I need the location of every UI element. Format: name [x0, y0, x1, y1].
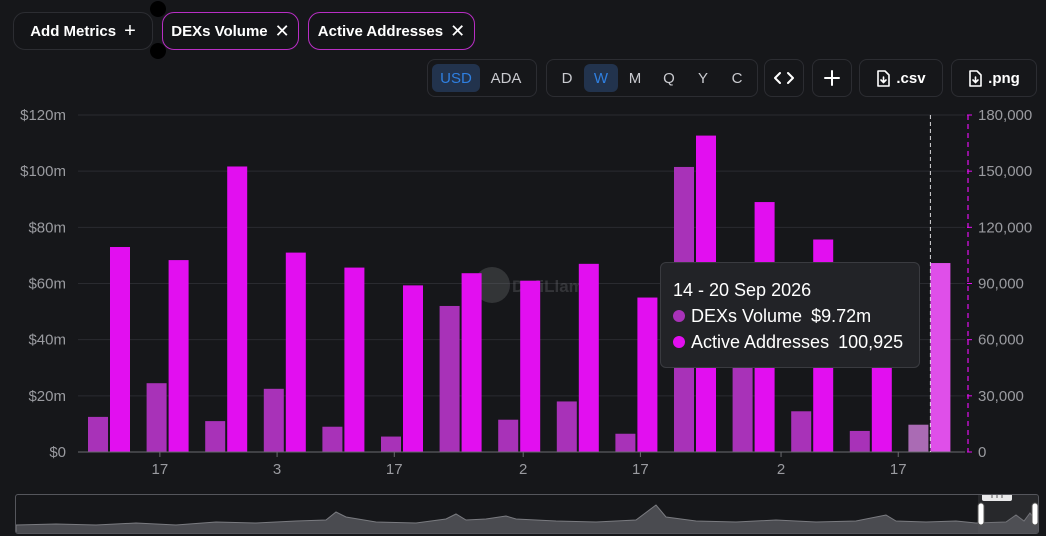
metric-chip-label: DEXs Volume — [171, 22, 268, 40]
bar-dexs-volume — [205, 421, 226, 452]
drag-handle-icon — [150, 43, 166, 59]
close-icon[interactable]: ✕ — [450, 20, 466, 41]
bar-dexs-volume — [146, 383, 167, 452]
bar-active-addresses — [403, 285, 423, 452]
close-icon[interactable]: ✕ — [274, 20, 290, 41]
y-left-tick-label: $40m — [28, 332, 66, 349]
bar-dexs-volume — [849, 430, 870, 452]
y-right-tick-label: 90,000 — [978, 276, 1024, 293]
bar-dexs-volume — [556, 401, 577, 452]
drag-handle-icon — [150, 1, 166, 17]
interval-option-c[interactable]: C — [731, 69, 743, 87]
y-left-tick-label: $20m — [28, 388, 66, 405]
y-left-tick-label: $0 — [49, 444, 66, 461]
bar-dexs-volume — [439, 305, 460, 452]
currency-option-usd[interactable]: USD — [432, 64, 480, 92]
download-csv-button[interactable]: .csv — [859, 59, 943, 97]
interval-option-y[interactable]: Y — [697, 69, 708, 87]
y-right-tick-label: 30,000 — [978, 388, 1024, 405]
add-metrics-button[interactable]: Add Metrics + — [13, 12, 153, 50]
zoom-range-selector[interactable] — [15, 494, 1039, 534]
series-dot-icon — [673, 336, 685, 348]
metric-chip-label: Active Addresses — [317, 22, 444, 40]
metric-chip-dexs-volume[interactable]: DEXs Volume ✕ — [162, 12, 299, 50]
metric-chip-active-addresses[interactable]: Active Addresses ✕ — [308, 12, 475, 50]
y-left-tick-label: $120m — [20, 107, 66, 124]
x-tick-label: 2 — [519, 461, 527, 478]
bar-dexs-volume — [732, 353, 753, 452]
bar-dexs-volume — [381, 436, 401, 452]
y-left-tick-label: $100m — [20, 163, 66, 180]
llama-logo-icon — [474, 267, 510, 303]
interval-toggle: D W M Q Y C — [546, 59, 758, 97]
interval-option-w[interactable]: W — [584, 64, 618, 92]
bar-active-addresses — [461, 273, 482, 452]
bar-active-addresses — [930, 263, 951, 452]
bar-active-addresses — [871, 354, 892, 452]
bar-active-addresses — [110, 246, 130, 452]
tooltip-value: 100,925 — [838, 331, 904, 352]
bar-active-addresses — [168, 260, 189, 452]
y-right-tick-label: 150,000 — [978, 163, 1032, 180]
bar-dexs-volume — [791, 411, 812, 452]
brush-handle-left[interactable] — [977, 502, 985, 526]
code-icon — [774, 72, 794, 84]
y-right-tick-label: 0 — [978, 444, 986, 461]
embed-button[interactable] — [764, 59, 804, 97]
interval-option-d[interactable]: D — [561, 69, 573, 87]
axes: $0 $20m $40m $60m $80m $100m $120m 0 30,000 60,00… — [20, 107, 1032, 478]
download-png-button[interactable]: .png — [951, 59, 1037, 97]
tooltip-label: DEXs Volume — [691, 305, 803, 326]
file-download-icon — [877, 69, 891, 87]
bar-dexs-volume — [615, 433, 636, 452]
bar-active-addresses — [285, 252, 306, 452]
tooltip-value: $9.72m — [811, 305, 872, 326]
png-label: .png — [988, 69, 1020, 87]
interval-option-q[interactable]: Q — [663, 69, 675, 87]
brush-handle-right[interactable] — [1031, 502, 1038, 526]
plus-icon: + — [124, 19, 136, 42]
x-tick-label: 17 — [632, 461, 649, 478]
tooltip-label: Active Addresses — [691, 331, 830, 352]
bar-dexs-volume — [88, 416, 108, 452]
overview-sparkline — [16, 495, 1038, 533]
bar-dexs-volume — [263, 388, 284, 452]
x-tick-label: 17 — [890, 461, 907, 478]
plus-icon — [824, 70, 840, 86]
file-download-icon — [969, 69, 982, 87]
x-tick-label: 3 — [273, 461, 281, 478]
y-left-tick-label: $80m — [28, 219, 66, 236]
bar-active-addresses — [520, 280, 541, 452]
tooltip-row-active-addresses: Active Addresses 100,925 — [673, 329, 907, 355]
tooltip-row-dexs-volume: DEXs Volume $9.72m — [673, 303, 907, 329]
y-left-tick-label: $60m — [28, 276, 66, 293]
currency-toggle: USD ADA — [427, 59, 537, 97]
bar-active-addresses — [227, 166, 248, 452]
series-dot-icon — [673, 310, 685, 322]
x-tick-label: 2 — [777, 461, 785, 478]
y-right-tick-label: 180,000 — [978, 107, 1032, 124]
csv-label: .csv — [896, 69, 926, 87]
tooltip-title: 14 - 20 Sep 2026 — [673, 279, 812, 300]
interval-option-m[interactable]: M — [628, 69, 642, 87]
currency-option-ada[interactable]: ADA — [490, 69, 522, 87]
bar-dexs-volume — [498, 419, 519, 452]
y-right-tick-label: 60,000 — [978, 332, 1024, 349]
bar-dexs-volume — [908, 424, 929, 452]
bar-active-addresses — [344, 267, 365, 452]
add-metrics-label: Add Metrics — [30, 22, 117, 40]
bar-dexs-volume — [322, 426, 343, 452]
chart-tooltip: 14 - 20 Sep 2026 DEXs Volume $9.72m Acti… — [660, 262, 920, 368]
x-tick-label: 17 — [152, 461, 169, 478]
y-right-tick-label: 120,000 — [978, 219, 1032, 236]
x-tick-label: 17 — [386, 461, 403, 478]
bar-active-addresses — [637, 297, 658, 452]
bar-active-addresses — [578, 263, 599, 452]
add-chart-button[interactable] — [812, 59, 852, 97]
